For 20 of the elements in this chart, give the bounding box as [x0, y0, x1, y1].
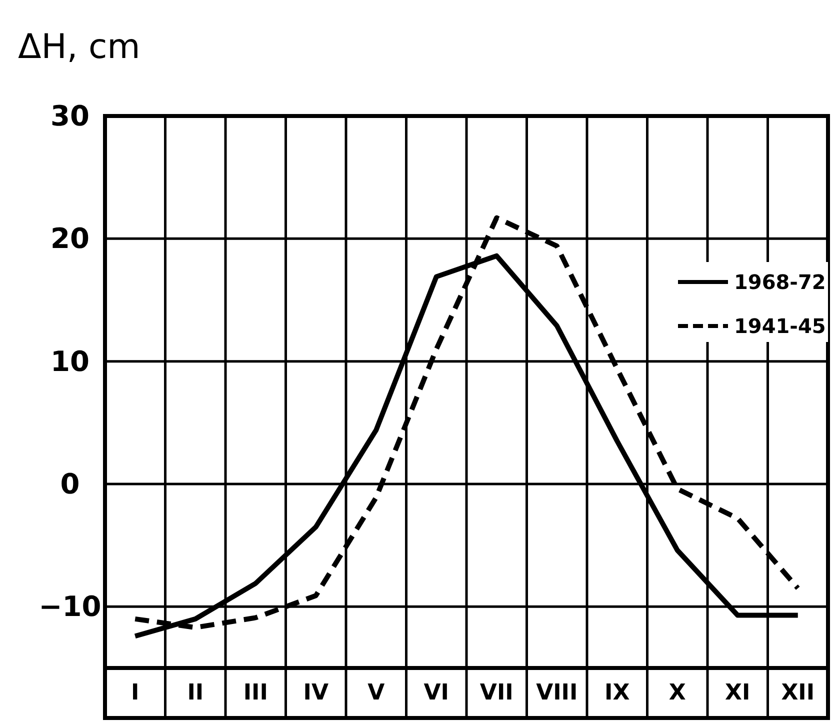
y-tick-label: 10 [50, 344, 90, 378]
x-tick-label: X [668, 680, 686, 706]
x-tick-label: III [243, 680, 268, 706]
y-axis-title: ΔH, cm [18, 27, 140, 67]
y-tick-label: 30 [50, 100, 90, 132]
legend-label: 1968-72 [734, 270, 826, 294]
x-tick-label: XI [725, 680, 750, 706]
y-tick-label: 0 [60, 468, 80, 500]
x-tick-label: I [131, 680, 140, 706]
legend-label: 1941-45 [734, 314, 826, 338]
y-tick-label: −10 [38, 590, 102, 624]
y-tick-label: 20 [50, 222, 90, 256]
x-tick-label: IV [303, 680, 328, 706]
x-tick-label: VI [424, 680, 449, 706]
x-tick-label: IX [604, 680, 630, 706]
x-tick-label: V [368, 680, 385, 706]
x-tick-label: II [187, 680, 204, 706]
x-tick-label: XII [781, 680, 815, 706]
x-tick-label: VIII [536, 680, 578, 706]
x-tick-label: VII [480, 680, 514, 706]
